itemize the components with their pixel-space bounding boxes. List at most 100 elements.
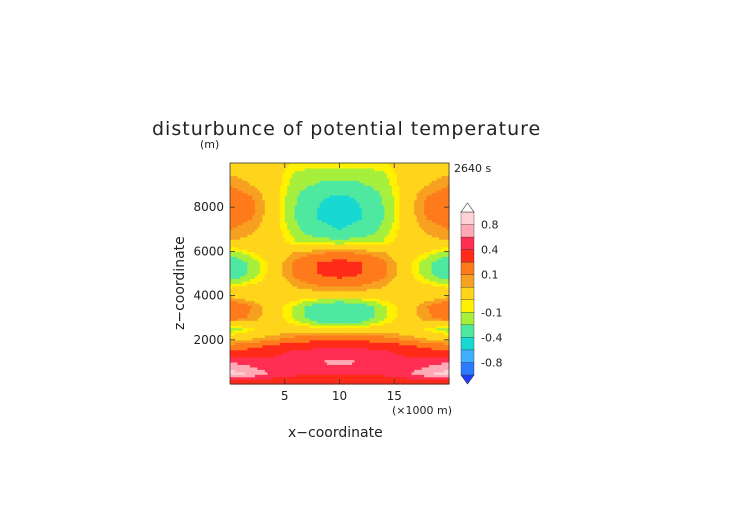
- field-cell: [391, 334, 395, 338]
- field-cell: [279, 376, 283, 380]
- field-cell: [344, 359, 348, 363]
- field-cell: [252, 268, 256, 272]
- field-cell: [242, 261, 246, 265]
- field-cell: [269, 258, 273, 262]
- field-cell: [272, 307, 276, 311]
- field-cell: [354, 361, 358, 365]
- field-cell: [304, 379, 308, 383]
- field-cell: [230, 325, 234, 329]
- field-cell: [411, 305, 415, 309]
- field-cell: [396, 381, 400, 385]
- field-cell: [409, 256, 413, 260]
- field-cell: [416, 302, 420, 307]
- field-cell: [324, 366, 328, 370]
- field-cell: [292, 339, 296, 343]
- field-cell: [302, 359, 306, 363]
- field-cell: [356, 310, 361, 314]
- field-cell: [292, 302, 296, 307]
- field-cell: [354, 320, 358, 324]
- field-cell: [309, 278, 313, 282]
- field-cell: [391, 283, 395, 287]
- field-cell: [379, 332, 383, 336]
- field-cell: [356, 251, 361, 255]
- field-cell: [371, 283, 375, 287]
- field-cell: [409, 251, 413, 255]
- chart-title: disturbunce of potential temperature: [152, 118, 541, 140]
- field-cell: [282, 320, 286, 324]
- field-cell: [421, 376, 425, 380]
- field-cell: [304, 266, 308, 270]
- field-cell: [274, 349, 278, 353]
- field-cell: [366, 258, 370, 262]
- field-cell: [302, 337, 306, 341]
- field-cell: [444, 371, 448, 375]
- field-cell: [292, 275, 296, 280]
- field-cell: [257, 320, 261, 324]
- field-cell: [421, 280, 425, 284]
- field-cell: [424, 251, 428, 255]
- field-cell: [230, 379, 234, 383]
- field-cell: [304, 280, 308, 284]
- field-cell: [359, 256, 363, 260]
- field-cell: [327, 302, 331, 307]
- field-cell: [391, 261, 395, 265]
- field-cell: [334, 364, 338, 368]
- field-cell: [244, 261, 249, 265]
- field-cell: [371, 317, 375, 321]
- field-cell: [404, 322, 408, 326]
- field-cell: [356, 322, 361, 326]
- field-cell: [369, 344, 373, 348]
- field-cell: [364, 352, 368, 356]
- field-cell: [264, 344, 268, 348]
- field-cell: [389, 293, 393, 297]
- field-cell: [312, 376, 316, 380]
- field-cell: [322, 283, 326, 287]
- field-cell: [406, 339, 410, 343]
- field-cell: [414, 248, 418, 252]
- field-cell: [322, 261, 326, 265]
- field-cell: [416, 354, 420, 358]
- field-cell: [431, 332, 435, 336]
- field-cell: [381, 307, 385, 311]
- field-cell: [399, 312, 403, 316]
- field-cell: [269, 300, 273, 304]
- field-cell: [259, 366, 263, 370]
- field-cell: [329, 310, 333, 314]
- field-cell: [386, 315, 390, 319]
- field-cell: [257, 268, 261, 272]
- field-cell: [394, 366, 398, 370]
- field-cell: [269, 295, 273, 299]
- field-cell: [307, 317, 311, 321]
- field-cell: [234, 256, 239, 260]
- field-cell: [242, 342, 246, 346]
- field-cell: [284, 261, 288, 265]
- field-cell: [294, 285, 298, 289]
- field-cell: [346, 366, 351, 370]
- field-cell: [384, 379, 388, 383]
- field-cell: [439, 263, 443, 267]
- field-cell: [252, 271, 256, 275]
- field-cell: [389, 339, 393, 343]
- field-cell: [356, 258, 361, 262]
- field-cell: [414, 302, 418, 307]
- field-cell: [269, 275, 273, 280]
- field-cell: [277, 344, 281, 348]
- field-cell: [441, 349, 445, 353]
- field-cell: [414, 293, 418, 297]
- field-cell: [337, 246, 341, 250]
- field-cell: [439, 268, 443, 272]
- field-cell: [247, 376, 251, 380]
- field-cell: [302, 305, 306, 309]
- field-cell: [309, 302, 313, 307]
- field-cell: [444, 305, 448, 309]
- field-cell: [444, 268, 448, 272]
- field-cell: [337, 349, 341, 353]
- field-cell: [344, 244, 348, 248]
- field-cell: [292, 381, 296, 385]
- field-cell: [297, 361, 301, 365]
- field-cell: [317, 280, 321, 284]
- field-cell: [414, 315, 418, 319]
- field-cell: [277, 327, 281, 331]
- field-cell: [230, 315, 234, 319]
- field-cell: [334, 334, 338, 338]
